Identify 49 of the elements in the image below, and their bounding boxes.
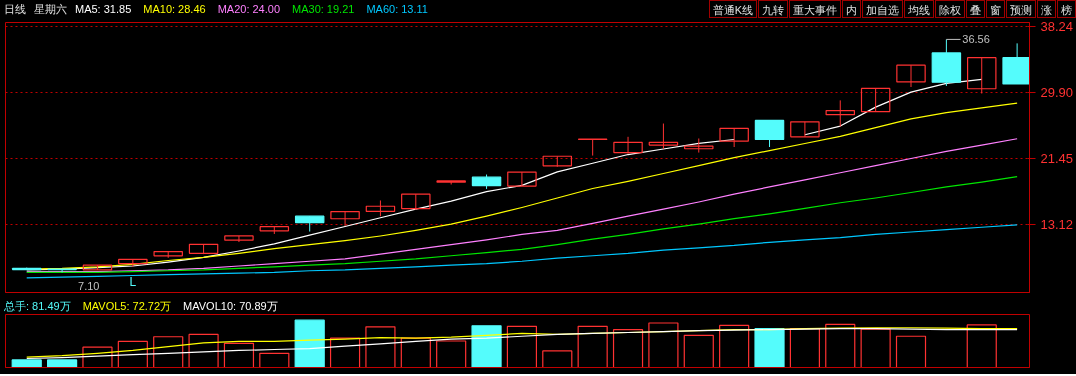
candlestick — [648, 123, 679, 150]
text: 总手: 81.49万 — [4, 299, 71, 314]
text: 榜 — [1057, 0, 1076, 18]
candlestick — [330, 211, 360, 227]
bar — [46, 359, 78, 368]
candlestick — [719, 127, 749, 148]
text: 涨 — [1037, 0, 1056, 18]
candlestick — [860, 87, 891, 113]
annotation: 7.10 — [78, 280, 100, 293]
annotation: 36.56 — [962, 33, 990, 46]
text: MAVOL10: 70.89万 — [183, 299, 278, 314]
candlestick — [507, 171, 537, 187]
y-tick-label: 21.45 — [1040, 151, 1074, 167]
line-series — [26, 138, 1018, 273]
candlestick — [613, 136, 643, 155]
y-tick-label: 13.12 — [1040, 217, 1074, 233]
text: 均线 — [904, 0, 934, 18]
y-tick-label: 38.24 — [1040, 18, 1074, 34]
text: MAVOL5: 72.72万 — [82, 299, 172, 314]
bar — [754, 328, 785, 368]
text: 九转 — [758, 0, 788, 18]
text: 加自选 — [862, 0, 903, 18]
y-tick-label: 29.90 — [1040, 84, 1074, 100]
text: MA20: 24.00 — [217, 2, 281, 17]
text: MA60: 13.11 — [366, 2, 428, 17]
line-series — [26, 224, 1018, 279]
text: 重大事件 — [789, 0, 841, 18]
candlestick — [577, 138, 608, 157]
candlestick — [967, 57, 997, 94]
text: 内 — [842, 0, 861, 18]
chart-subtitle: 星期六 — [34, 2, 67, 17]
text: MA5: 31.85 — [75, 2, 132, 17]
text: 预测 — [1006, 0, 1036, 18]
bar — [11, 359, 42, 368]
candlestick — [790, 121, 820, 138]
annotation: L — [129, 274, 137, 289]
text: 叠 — [966, 0, 985, 18]
candlestick — [896, 64, 926, 88]
text: 除权 — [935, 0, 965, 18]
text: 普通K线 — [708, 0, 757, 18]
candlestick — [825, 99, 856, 128]
bar — [294, 319, 325, 368]
chart-title: 日线 — [4, 2, 26, 17]
line-series — [26, 176, 1018, 273]
candlestick — [224, 235, 254, 243]
text: MA30: 19.21 — [292, 2, 355, 17]
text: MA10: 28.46 — [143, 2, 206, 17]
text: 窗 — [986, 0, 1005, 18]
bar — [471, 325, 502, 368]
